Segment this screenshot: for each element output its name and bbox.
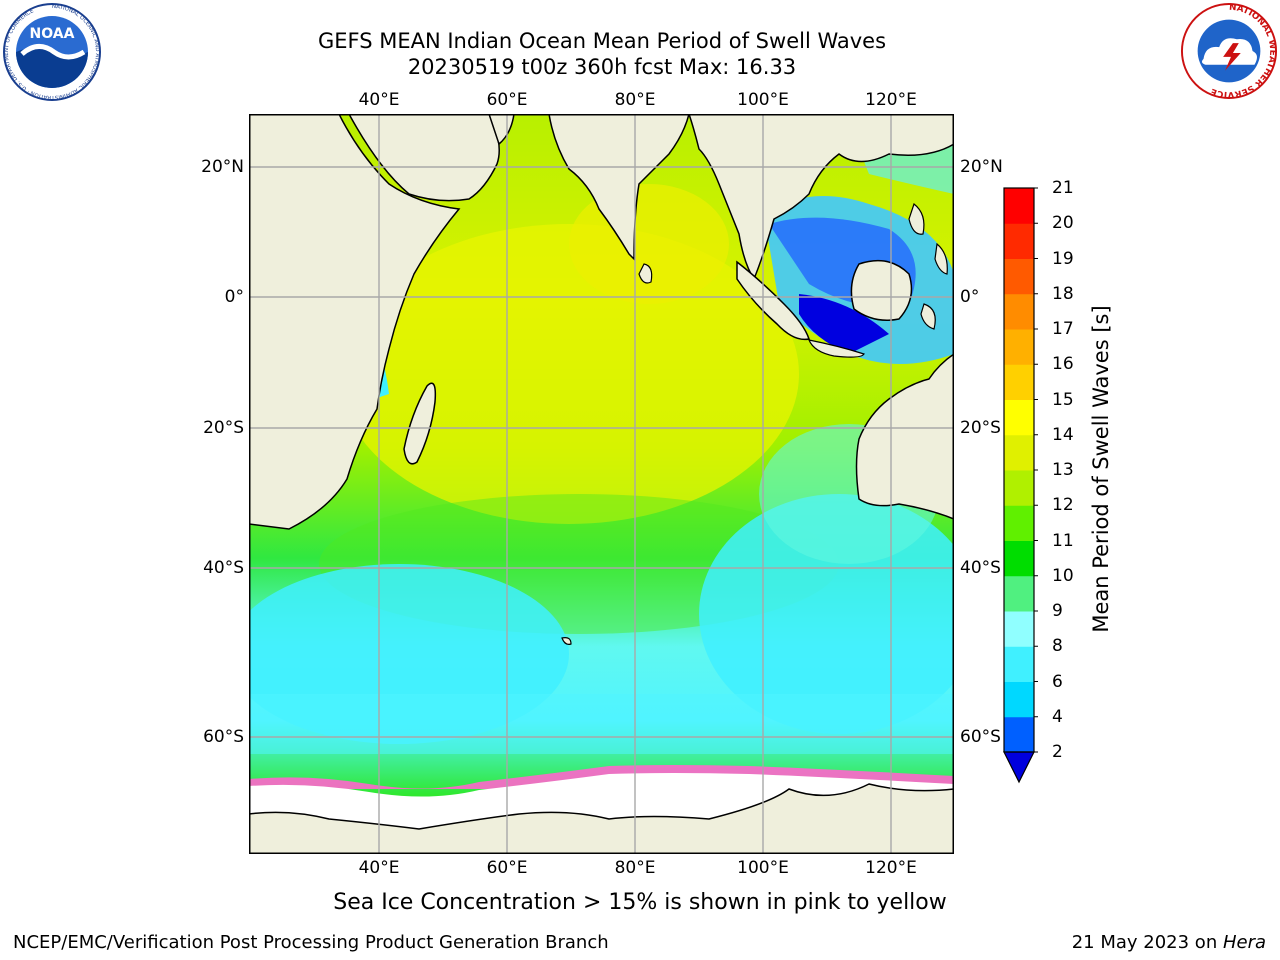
colorbar-segment (1004, 470, 1034, 506)
footer-machine: Hera (1222, 932, 1266, 953)
colorbar (1000, 186, 1038, 786)
sea-ice-note: Sea Ice Concentration > 15% is shown in … (333, 890, 947, 915)
footer-date: 21 May 2023 on Hera (1072, 932, 1266, 954)
lon-tick-bottom: 100°E (737, 858, 789, 878)
colorbar-tick-label: 8 (1052, 636, 1063, 657)
colorbar-tick-label: 21 (1052, 178, 1074, 198)
colorbar-tick-label: 2 (1052, 742, 1063, 762)
land-borneo (850, 259, 913, 321)
colorbar-tick-label: 13 (1052, 460, 1074, 480)
colorbar-tick-label: 20 (1052, 213, 1074, 234)
lat-tick-left: 60°S (203, 727, 244, 747)
land-antarctica (249, 783, 954, 854)
colorbar-tick-label: 10 (1052, 565, 1074, 586)
colorbar-segment (1004, 505, 1034, 541)
lat-tick-right: 40°S (960, 558, 1001, 578)
colorbar-segment (1004, 329, 1034, 365)
colorbar-segment (1004, 364, 1034, 400)
lat-tick-right: 60°S (960, 727, 1001, 747)
colorbar-tick-label: 11 (1052, 530, 1074, 551)
nws-logo: NATIONAL WEATHER SERVICE (1180, 2, 1278, 100)
lon-tick-bottom: 40°E (358, 858, 400, 878)
lon-tick-bottom: 120°E (865, 858, 917, 878)
chart-subtitle: 20230519 t00z 360h fcst Max: 16.33 (407, 55, 797, 79)
colorbar-segment (1004, 223, 1034, 259)
colorbar-segment (1004, 434, 1034, 471)
land-southeast-asia (688, 114, 954, 281)
lat-tick-left: 0° (224, 287, 244, 307)
land-africa (249, 114, 461, 530)
colorbar-segment (1004, 540, 1034, 577)
colorbar-tick-label: 6 (1052, 671, 1063, 692)
lat-tick-right: 0° (960, 287, 980, 307)
colorbar-segment (1004, 716, 1034, 753)
lon-tick-top: 40°E (358, 90, 400, 110)
colorbar-title: Mean Period of Swell Waves [s] (1089, 305, 1113, 633)
colorbar-tick-label: 16 (1052, 354, 1074, 375)
lat-tick-right: 20°S (960, 418, 1001, 438)
land-madagascar (403, 382, 437, 465)
colorbar-tick-label: 12 (1052, 495, 1074, 516)
colorbar-tick-label: 4 (1052, 706, 1063, 727)
graticule (249, 114, 954, 854)
colorbar-tick-label: 15 (1052, 389, 1074, 410)
colorbar-tick-label: 18 (1052, 283, 1074, 304)
land-sumatra (736, 260, 810, 341)
lon-tick-bottom: 80°E (614, 858, 656, 878)
lat-tick-left: 20°S (203, 418, 244, 438)
land-india (548, 114, 690, 261)
map-panel (249, 114, 954, 854)
lat-tick-right: 20°N (960, 157, 1003, 177)
colorbar-tick-label: 9 (1052, 601, 1063, 621)
colorbar-segment (1004, 646, 1034, 682)
footer-date-text: 21 May 2023 on (1071, 932, 1223, 953)
lat-tick-left: 40°S (203, 558, 244, 578)
chart-title: GEFS MEAN Indian Ocean Mean Period of Sw… (317, 29, 887, 53)
colorbar-title-wrap: Mean Period of Swell Waves [s] (1076, 186, 1126, 752)
colorbar-segment (1004, 681, 1034, 718)
colorbar-segment (1004, 399, 1034, 436)
lon-tick-top: 120°E (865, 90, 917, 110)
noaa-logo-text: NOAA (30, 26, 75, 42)
lon-tick-top: 60°E (486, 90, 528, 110)
colorbar-tick-label: 17 (1052, 319, 1074, 339)
colorbar-segment (1004, 188, 1034, 224)
colorbar-segment (1004, 611, 1034, 647)
colorbar-segment (1004, 575, 1034, 612)
lon-tick-bottom: 60°E (486, 858, 528, 878)
colorbar-tick-label: 14 (1052, 424, 1074, 445)
footer-credit: NCEP/EMC/Verification Post Processing Pr… (13, 932, 609, 953)
land-australia (855, 353, 954, 520)
colorbar-extend-arrow (1003, 751, 1035, 784)
noaa-logo: NOAA NATIONAL OCEANIC AND ATMOSPHERIC AD… (2, 2, 102, 102)
colorbar-segment (1004, 258, 1034, 295)
lon-tick-top: 80°E (614, 90, 656, 110)
lat-tick-left: 20°N (201, 157, 244, 177)
lon-tick-top: 100°E (737, 90, 789, 110)
colorbar-segment (1004, 293, 1034, 330)
colorbar-tick-label: 19 (1052, 248, 1074, 269)
